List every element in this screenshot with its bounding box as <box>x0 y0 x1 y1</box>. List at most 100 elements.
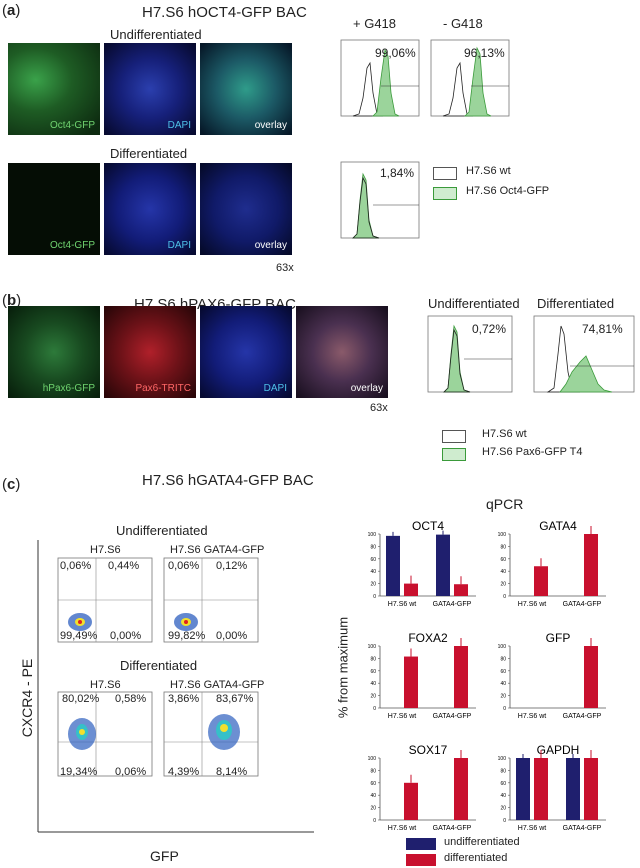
micrograph-dapi-diff: DAPI <box>104 163 196 255</box>
qpcr-tick-label: 100 <box>498 532 507 538</box>
qpcr-tick-label: 60 <box>500 669 506 675</box>
qpcr-bar-differentiated <box>584 646 598 708</box>
flow-histogram-plus-g418 <box>340 39 420 117</box>
quad-undiff2-ul: 0,06% <box>168 560 200 572</box>
qpcr-tick-label: 60 <box>500 557 506 563</box>
panel-c-diff-label: Differentiated <box>120 658 198 673</box>
qpcr-bar-differentiated <box>534 758 548 820</box>
qpcr-tick-label: 20 <box>370 806 376 812</box>
qpcr-category-label: H7.S6 wt <box>518 601 546 608</box>
qpcr-subplot-title: GAPDH <box>537 743 580 757</box>
qpcr-tick-label: 80 <box>500 544 506 550</box>
legend-swatch-oct4-gfp <box>433 187 457 200</box>
qpcr-bar-undifferentiated <box>436 534 450 596</box>
flow-header-plus-g418: + G418 <box>353 16 397 31</box>
qpcr-tick-label: 80 <box>500 656 506 662</box>
micrograph-oct4-gfp-undiff: Oct4-GFP <box>8 43 100 135</box>
panel-a-diff-label: Differentiated <box>110 146 188 161</box>
qpcr-category-label: GATA4-GFP <box>563 601 602 608</box>
scatter-diff-h7s6 <box>57 691 153 777</box>
qpcr-tick-label: 40 <box>370 569 376 575</box>
qpcr-category-label: GATA4-GFP <box>433 601 472 608</box>
qpcr-tick-label: 80 <box>370 656 376 662</box>
flow-header-b-diff: Differentiated <box>537 296 615 311</box>
scatter-undiff-gata4 <box>163 557 259 643</box>
qpcr-subplot-title: FOXA2 <box>408 631 448 645</box>
micrograph-overlay-undiff: overlay <box>200 43 292 135</box>
qpcr-tick-label: 100 <box>368 532 377 538</box>
quad-undiff1-ul: 0,06% <box>60 560 92 572</box>
quad-undiff2-lr: 0,00% <box>216 630 248 642</box>
qpcr-bar-undifferentiated <box>566 758 580 820</box>
qpcr-tick-label: 100 <box>498 756 507 762</box>
qpcr-chart: OCT4 0 20 40 60 80 100 H7.S6 wt GATA4-GFP GATA4 0 2… <box>368 519 606 832</box>
qpcr-tick-label: 100 <box>498 644 507 650</box>
qpcr-tick-label: 100 <box>368 756 377 762</box>
qpcr-bar-differentiated <box>404 782 418 820</box>
qpcr-subplot-title: SOX17 <box>409 743 448 757</box>
panel-a-label: (a) <box>2 2 21 19</box>
scatter-col-label-4: H7.S6 GATA4-GFP <box>170 679 265 691</box>
quad-diff1-lr: 0,06% <box>115 766 147 778</box>
qpcr-tick-label: 0 <box>373 594 376 600</box>
qpcr-tick-label: 0 <box>373 706 376 712</box>
panel-c-label: (c) <box>2 476 21 493</box>
flow-header-b-undiff: Undifferentiated <box>428 296 520 311</box>
qpcr-category-label: H7.S6 wt <box>388 825 416 832</box>
qpcr-tick-label: 40 <box>370 681 376 687</box>
qpcr-tick-label: 100 <box>368 644 377 650</box>
qpcr-category-label: H7.S6 wt <box>518 713 546 720</box>
legend-b-swatch-pax6 <box>442 448 466 461</box>
flow-pct-b-diff: 74,81% <box>582 322 623 336</box>
panel-a-title: H7.S6 hOCT4-GFP BAC <box>142 4 307 21</box>
qpcr-tick-label: 40 <box>500 569 506 575</box>
qpcr-tick-label: 40 <box>370 793 376 799</box>
qpcr-tick-label: 80 <box>500 768 506 774</box>
legend-label-oct4-gfp: H7.S6 Oct4-GFP <box>466 185 550 197</box>
quad-undiff1-lr: 0,00% <box>110 630 142 642</box>
x-axis-gfp: GFP <box>150 848 179 864</box>
legend-swatch-undifferentiated <box>406 838 436 850</box>
qpcr-bar-differentiated <box>534 566 548 596</box>
qpcr-tick-label: 20 <box>500 806 506 812</box>
qpcr-tick-label: 0 <box>503 706 506 712</box>
qpcr-tick-label: 0 <box>503 818 506 824</box>
legend-label-differentiated: differentiated <box>444 852 508 864</box>
micrograph-hpax6-gfp: hPax6-GFP <box>8 306 100 398</box>
flow-histogram-minus-g418 <box>430 39 510 117</box>
qpcr-tick-label: 60 <box>370 557 376 563</box>
micrograph-dapi-undiff: DAPI <box>104 43 196 135</box>
scatter-col-label-2: H7.S6 GATA4-GFP <box>170 544 265 556</box>
flow-header-minus-g418: - G418 <box>443 16 483 31</box>
qpcr-bar-differentiated <box>454 758 468 820</box>
flow-pct-b-undiff: 0,72% <box>472 322 507 336</box>
qpcr-subplot-title: GFP <box>546 631 571 645</box>
qpcr-tick-label: 20 <box>370 694 376 700</box>
flow-histogram-differentiated <box>340 161 420 239</box>
qpcr-bar-differentiated <box>584 758 598 820</box>
qpcr-tick-label: 20 <box>500 582 506 588</box>
legend-swatch-differentiated <box>406 854 436 866</box>
panel-c-undiff-label: Undifferentiated <box>116 523 208 538</box>
qpcr-tick-label: 0 <box>373 818 376 824</box>
quad-diff1-ul: 80,02% <box>62 693 100 705</box>
qpcr-category-label: H7.S6 wt <box>518 825 546 832</box>
qpcr-tick-label: 80 <box>370 544 376 550</box>
micrograph-overlay-b: overlay <box>296 306 388 398</box>
qpcr-tick-label: 60 <box>370 781 376 787</box>
quad-diff2-ul: 3,86% <box>168 693 200 705</box>
qpcr-category-label: GATA4-GFP <box>433 825 472 832</box>
scatter-undiff-h7s6 <box>57 557 153 643</box>
flow-histogram-b-undiff <box>427 315 513 393</box>
qpcr-subplot-title: GATA4 <box>539 519 577 533</box>
qpcr-category-label: H7.S6 wt <box>388 713 416 720</box>
qpcr-tick-label: 20 <box>500 694 506 700</box>
quad-undiff2-ur: 0,12% <box>216 560 248 572</box>
quad-diff2-ll: 4,39% <box>168 766 200 778</box>
quad-undiff2-ll: 99,82% <box>168 630 206 642</box>
qpcr-category-label: GATA4-GFP <box>563 713 602 720</box>
qpcr-subplot-title: OCT4 <box>412 519 444 533</box>
quad-diff2-ur: 83,67% <box>216 693 254 705</box>
qpcr-bar-differentiated <box>454 646 468 708</box>
qpcr-category-label: GATA4-GFP <box>563 825 602 832</box>
